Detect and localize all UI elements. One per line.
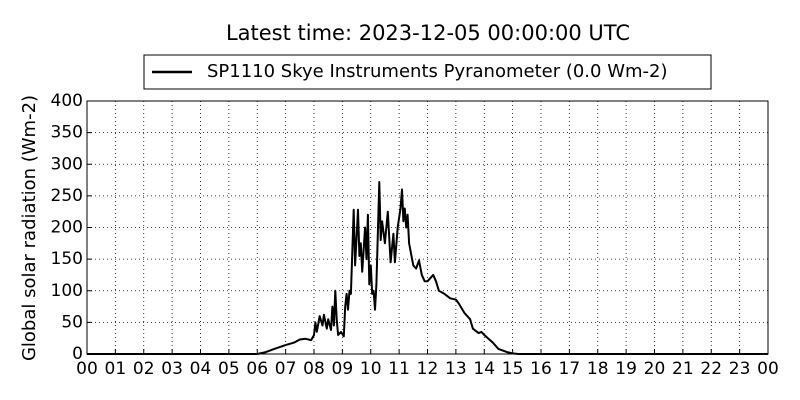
x-tick-label: 05 — [218, 359, 240, 379]
chart-title: Latest time: 2023-12-05 00:00:00 UTC — [226, 21, 630, 45]
x-tick-label: 09 — [332, 359, 354, 379]
y-tick-label: 350 — [51, 123, 83, 143]
y-tick-label: 0 — [72, 344, 83, 364]
legend-box — [143, 54, 712, 90]
x-tick-label: 03 — [161, 359, 183, 379]
x-tick-label: 17 — [559, 359, 581, 379]
y-tick-label: 200 — [51, 218, 83, 238]
x-tick-label: 07 — [275, 359, 297, 379]
y-tick-label: 300 — [51, 154, 83, 174]
y-tick-label: 50 — [61, 312, 83, 332]
x-tick-label: 12 — [417, 359, 439, 379]
x-tick-label: 04 — [190, 359, 212, 379]
x-tick-label: 11 — [388, 359, 410, 379]
x-tick-label: 15 — [502, 359, 524, 379]
x-tick-label: 22 — [700, 359, 722, 379]
y-tick-label: 150 — [51, 249, 83, 269]
series-line — [87, 181, 768, 355]
x-tick-label: 00 — [76, 359, 98, 379]
legend-label: SP1110 Skye Instruments Pyranometer (0.0… — [207, 61, 668, 82]
x-tick-label: 06 — [246, 359, 268, 379]
y-tick-label: 250 — [51, 186, 83, 206]
x-tick-label: 13 — [445, 359, 467, 379]
x-tick-label: 08 — [303, 359, 325, 379]
x-tick-label: 21 — [672, 359, 694, 379]
y-tick-label: 400 — [51, 91, 83, 111]
x-tick-label: 00 — [757, 359, 779, 379]
plot-frame — [86, 100, 769, 355]
x-tick-label: 18 — [587, 359, 609, 379]
x-tick-label: 16 — [530, 359, 552, 379]
x-tick-label: 14 — [473, 359, 495, 379]
x-tick-label: 20 — [644, 359, 666, 379]
y-tick-label: 100 — [51, 281, 83, 301]
x-tick-label: 10 — [360, 359, 382, 379]
x-tick-label: 23 — [729, 359, 751, 379]
x-tick-label: 01 — [105, 359, 127, 379]
x-tick-label: 19 — [615, 359, 637, 379]
y-axis-label: Global solar radiation (Wm-2) — [19, 95, 40, 361]
x-tick-label: 02 — [133, 359, 155, 379]
